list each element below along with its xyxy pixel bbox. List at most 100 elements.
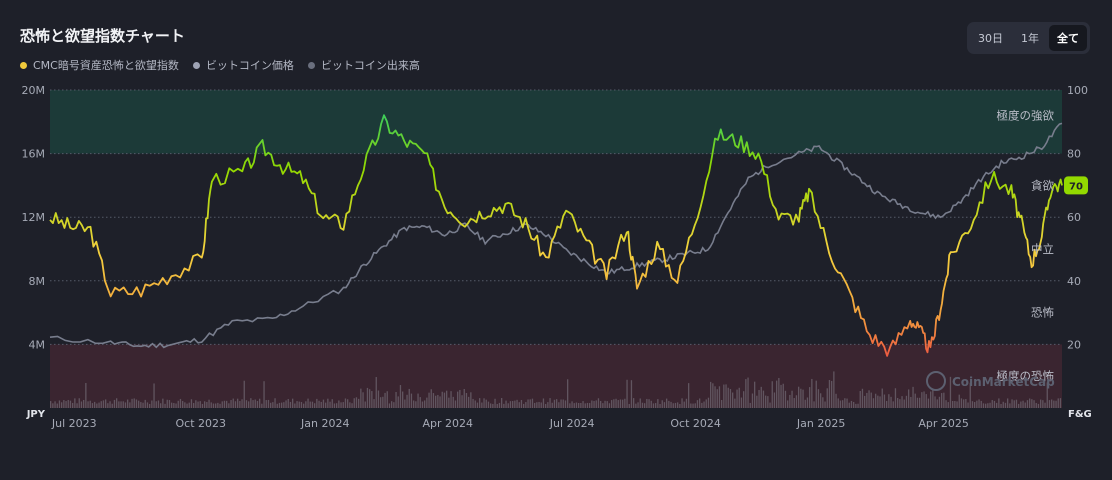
volume-bar [804,399,806,408]
chart-title: 恐怖と欲望指数チャート [20,27,185,45]
volume-bar [193,403,195,408]
right-axis-tick: 100 [1067,84,1088,97]
volume-bar [934,396,936,408]
volume-bar [204,401,206,408]
volume-bar [894,388,897,408]
volume-bar [575,402,578,408]
current-value-badge [1064,176,1088,195]
volume-bar [437,394,439,408]
legend-item-btc-price[interactable]: ビットコイン価格 [192,57,294,73]
volume-bar [954,401,956,408]
volume-bar [1004,402,1007,408]
volume-bar [259,398,261,408]
volume-bar [153,383,155,408]
volume-bar [461,395,463,408]
volume-bar [787,400,789,408]
volume-bar [474,400,476,408]
volume-bar [655,403,657,408]
volume-bar [745,379,747,408]
legend-item-fear-greed[interactable]: CMC暗号資産恐怖と欲望指数 [20,57,179,73]
zone-label: 恐怖 [1031,306,1054,320]
volume-bar [835,393,837,408]
volume-bar [428,392,430,408]
volume-bar [142,402,144,408]
volume-bar [199,401,201,408]
volume-bar [67,399,69,408]
volume-bar [839,400,842,408]
volume-bar [672,403,674,408]
volume-bar [404,399,406,408]
volume-bar [520,400,523,408]
volume-bar [133,398,135,408]
volume-bar [769,402,771,408]
volume-bar [278,402,281,408]
volume-bar [692,403,694,408]
volume-bar [639,398,641,408]
volume-bar [773,392,776,408]
volume-bar [413,400,415,408]
current-value-label: 70 [1069,181,1083,192]
grid-lines [50,89,1062,345]
volume-bar [921,392,923,408]
volume-bar [105,399,107,408]
volume-bar [289,401,292,408]
volume-bar [212,403,215,408]
volume-bar [241,399,243,408]
volume-bar [329,401,331,408]
volume-bar [87,401,89,408]
volume-bar [160,403,162,408]
volume-bar [740,397,743,408]
volume-bar [716,389,718,408]
left-axis-tick: 12M [22,211,46,224]
volume-bar [426,397,428,408]
volume-bar [78,398,80,408]
volume-bar [718,386,721,408]
volume-bar [472,398,474,408]
volume-bar [144,399,146,408]
volume-bar [58,400,61,408]
volume-bar [210,402,212,408]
zone-label: 中立 [1031,242,1054,256]
volume-bar [597,398,600,408]
volume-bar [809,387,811,408]
volume-bar [824,401,826,408]
volume-bar [1015,399,1018,408]
volume-bar [531,398,534,408]
volume-bar [980,400,982,408]
volume-bar [131,398,133,408]
volume-bar [859,391,861,408]
volume-bar [223,400,226,408]
volume-bar [578,403,580,408]
volume-bar [481,402,483,408]
volume-bar [998,398,1000,408]
volume-bar [556,399,558,408]
volume-bar [263,381,265,408]
volume-bar [116,398,118,408]
range-1y-button[interactable]: 1年 [1021,32,1039,45]
zone-label: 極度の恐怖 [997,369,1055,383]
volume-bar [820,393,822,408]
range-all-button[interactable]: 全て [1049,25,1087,51]
legend-label-btc-price: ビットコイン価格 [205,59,294,72]
zone-band-0 [50,90,1062,154]
volume-bar [595,400,597,408]
legend-item-btc-volume[interactable]: ビットコイン出来高 [307,57,420,73]
volume-bar [83,399,85,408]
right-axis-tick: 40 [1067,275,1081,288]
volume-bar [617,400,619,408]
x-axis-tick: Oct 2023 [176,417,227,430]
volume-bar [391,401,393,408]
volume-bar [410,393,413,408]
volume-bar [100,401,102,408]
volume-bar [509,401,512,408]
volume-bar [714,386,716,408]
legend: CMC暗号資産恐怖と欲望指数 ビットコイン価格 ビットコイン出来高 [20,57,420,73]
right-axis-tick: 20 [1067,338,1081,351]
volume-bar [582,401,584,408]
volume-bar [600,400,602,408]
volume-bar [124,402,127,408]
volume-bar [976,400,978,408]
volume-bar [448,397,450,408]
range-30d-button[interactable]: 30日 [978,32,1003,45]
volume-bar [261,403,263,408]
